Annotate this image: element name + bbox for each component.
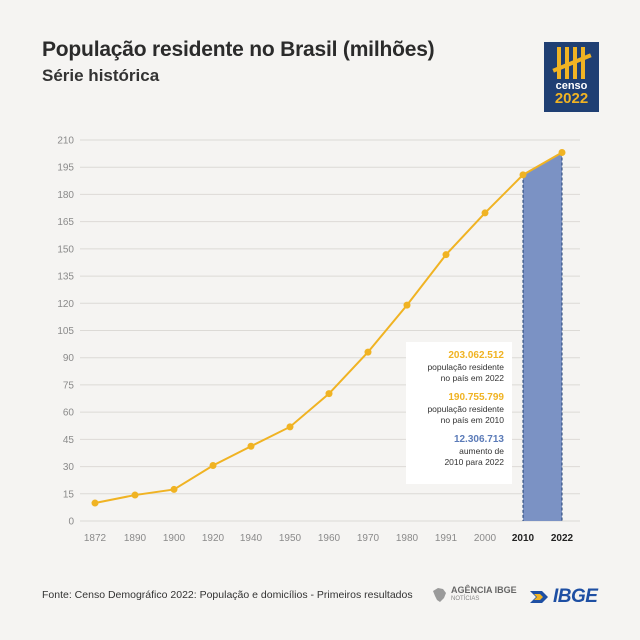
annotation-value-increase: 12.306.713 [453,434,504,445]
ibge-arrow-icon [530,591,548,603]
y-tick-label: 45 [63,435,75,446]
data-point-1940 [247,442,255,450]
noticias-text: NOTÍCIAS [451,596,480,602]
x-tick-label: 1970 [357,533,380,544]
y-tick-label: 210 [57,136,74,147]
data-point-1991 [442,251,450,259]
agencia-ibge-logo: AGÊNCIA IBGE NOTÍCIAS [430,586,517,604]
x-tick-label: 1900 [163,533,186,544]
x-tick-label: 1940 [240,533,263,544]
x-tick-label: 1991 [435,533,458,544]
annotation-label-2022-line1: população residente [427,362,504,372]
logo-text-censo: censo [555,80,588,92]
ibge-text: IBGE [553,586,598,607]
data-point-1900 [170,485,178,493]
annotation-value-2010: 190.755.799 [448,392,504,403]
data-point-2010 [519,171,527,179]
x-tick-labels: 1872 1890 1900 1920 1940 1950 1960 1970 1980 1991… [84,533,574,544]
censo-tally-icon [551,47,592,79]
y-tick-label: 105 [57,326,74,337]
x-tick-label: 1960 [318,533,341,544]
annotation-label-2022-line2: no país em 2022 [440,373,504,383]
data-point-1970 [364,348,372,356]
x-tick-label: 2000 [474,533,497,544]
data-point-1950 [286,423,294,431]
y-tick-label: 135 [57,272,74,283]
annotation-value-2022: 203.062.512 [448,350,504,361]
agencia-text: AGÊNCIA IBGE [451,585,517,595]
data-point-2022 [558,149,566,157]
x-tick-label: 2010 [512,533,535,544]
chart-title: População residente no Brasil (milhões) [42,38,435,61]
x-tick-label: 1920 [202,533,225,544]
y-tick-label: 0 [68,517,74,528]
data-point-2000 [481,209,489,217]
y-tick-label: 120 [57,299,74,310]
x-tick-label: 2022 [551,533,574,544]
brazil-map-icon [433,588,446,602]
ibge-logo: IBGE [528,586,598,608]
data-point-1980 [403,301,411,309]
annotation-label-2022: população residente no país em 2022 [406,362,504,384]
data-point-1890 [131,491,139,499]
y-tick-labels: 0 15 30 45 60 75 90 105 120 135 150 165 180 195 210 [57,136,74,528]
source-note: Fonte: Censo Demográfico 2022: População… [42,589,413,601]
annotation-label-increase: aumento de 2010 para 2022 [406,446,504,468]
y-tick-label: 60 [63,408,75,419]
y-tick-label: 165 [57,217,74,228]
chart-subtitle: Série histórica [42,66,160,85]
annotation-label-2010: população residente no país em 2010 [406,404,504,426]
x-tick-label: 1980 [396,533,419,544]
annotation-box: 203.062.512 população residente no país … [406,342,512,484]
y-tick-label: 15 [63,489,75,500]
y-tick-label: 150 [57,244,74,255]
data-point-1920 [209,461,217,469]
y-tick-label: 75 [63,380,75,391]
data-point-1872 [91,499,99,507]
highlight-layer [522,152,563,522]
y-tick-label: 195 [57,163,74,174]
y-tick-label: 180 [57,190,74,201]
x-tick-label: 1950 [279,533,302,544]
censo-logo: censo 2022 [544,42,599,112]
annotation-label-increase-line1: aumento de [459,446,504,456]
annotation-label-2010-line1: população residente [427,404,504,414]
x-tick-label: 1872 [84,533,107,544]
data-point-1960 [325,390,333,398]
annotation-label-increase-line2: 2010 para 2022 [444,457,504,467]
annotation-label-2010-line2: no país em 2010 [440,415,504,425]
y-tick-label: 90 [63,353,75,364]
x-tick-label: 1890 [124,533,147,544]
logo-text-year: 2022 [554,90,589,107]
line-layer [91,149,566,507]
y-tick-label: 30 [63,462,75,473]
highlight-area-2010-2022 [523,152,562,522]
